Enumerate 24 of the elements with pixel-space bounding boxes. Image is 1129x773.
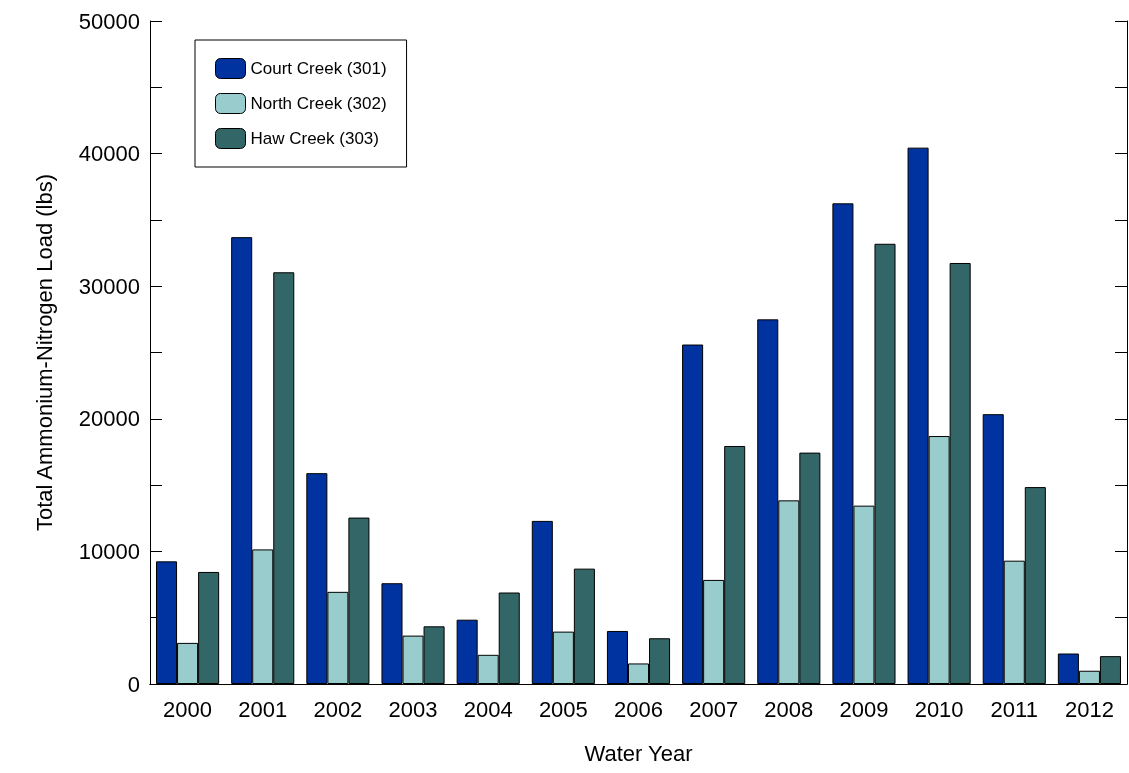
y-tick-label: 40000 <box>78 141 140 167</box>
x-tick-label: 2010 <box>914 696 964 722</box>
y-tick-label: 0 <box>127 671 140 697</box>
y-tick-label: 10000 <box>78 538 140 564</box>
x-tick-label: 2003 <box>388 696 438 722</box>
y-axis-title: Total Ammonium-Nitrogen Load (lbs) <box>31 173 57 532</box>
x-tick-label: 2001 <box>238 696 288 722</box>
y-tick-label: 20000 <box>78 406 140 432</box>
x-tick-label: 2009 <box>839 696 889 722</box>
x-tick-label: 2000 <box>163 696 213 722</box>
x-tick-label: 2011 <box>990 696 1038 722</box>
x-tick-label: 2006 <box>614 696 663 722</box>
legend-label: Court Creek (301) <box>250 59 387 78</box>
x-tick-label: 2008 <box>764 696 814 722</box>
legend-label: North Creek (302) <box>250 94 387 113</box>
legend-label: Haw Creek (303) <box>250 129 379 148</box>
x-tick-label: 2005 <box>538 696 588 722</box>
x-tick-label: 2007 <box>689 696 739 722</box>
y-tick-label: 30000 <box>78 273 140 299</box>
x-axis-title: Water Year <box>584 740 693 766</box>
y-tick-label: 50000 <box>78 8 140 34</box>
x-tick-label: 2012 <box>1064 696 1114 722</box>
x-tick-label: 2002 <box>313 696 363 722</box>
x-tick-label: 2004 <box>463 696 513 722</box>
